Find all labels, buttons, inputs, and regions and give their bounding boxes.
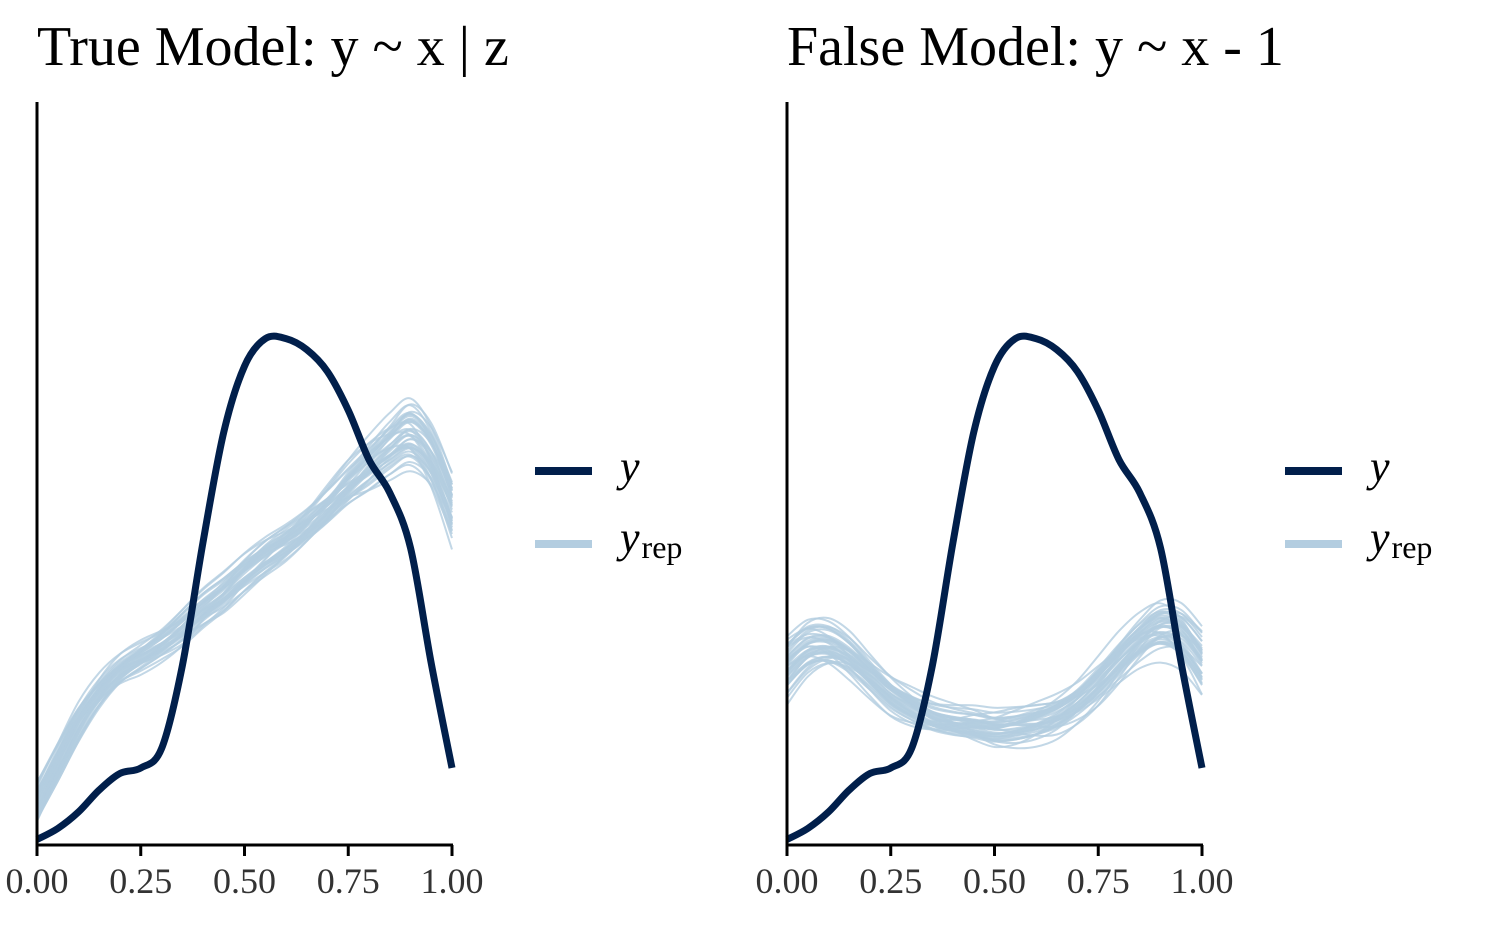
yrep-density-line (36, 438, 453, 816)
x-tick-label: 1.00 (1171, 861, 1234, 901)
yrep-density-line (36, 427, 453, 783)
yrep-density-line (36, 413, 453, 791)
yrep-density-line (36, 446, 453, 811)
y-line-group (35, 332, 456, 843)
yrep-density-line (786, 642, 1203, 741)
yrep-density-line (36, 450, 453, 807)
yrep-density-line (36, 454, 453, 816)
plot-area (35, 332, 456, 843)
legend-label-yrep: yrep (616, 513, 682, 565)
panel-true-model: True Model: y ~ x | z 0.00 0.25 0.50 0.7… (6, 16, 683, 901)
yrep-density-line (786, 621, 1203, 750)
legend-label-yrep-base: y (616, 513, 640, 562)
panel-title: True Model: y ~ x | z (37, 16, 509, 78)
legend-label-yrep-base: y (1366, 513, 1390, 562)
legend-label-yrep-sub: rep (1392, 529, 1433, 565)
yrep-density-line (36, 430, 453, 791)
legend-label-y: y (1366, 442, 1390, 491)
legend-label-y: y (616, 442, 640, 491)
yrep-lines (36, 397, 453, 822)
yrep-density-line (36, 421, 453, 784)
yrep-density-line (36, 419, 453, 795)
legend-label-yrep: yrep (1366, 513, 1432, 565)
legend: y yrep (535, 442, 682, 565)
x-ticks: 0.00 0.25 0.50 0.75 1.00 (756, 845, 1234, 901)
yrep-density-line (36, 461, 453, 820)
yrep-density-line (786, 631, 1203, 738)
yrep-density-line (36, 418, 453, 795)
yrep-density-line (36, 446, 453, 816)
panel-false-model: False Model: y ~ x - 1 0.00 0.25 0.50 0.… (756, 16, 1433, 901)
y-density-line (35, 332, 456, 843)
yrep-lines (786, 597, 1203, 750)
plot-area (785, 332, 1206, 843)
yrep-density-line (36, 455, 453, 816)
yrep-density-line (786, 597, 1203, 735)
x-tick-label: 0.50 (963, 861, 1026, 901)
yrep-density-line (36, 453, 453, 812)
yrep-density-line (786, 610, 1203, 727)
x-tick-label: 0.75 (1067, 861, 1130, 901)
yrep-density-line (36, 463, 453, 821)
legend-label-yrep-sub: rep (642, 529, 683, 565)
x-tick-label: 0.00 (6, 861, 69, 901)
yrep-density-line (36, 444, 453, 822)
yrep-density-line (36, 420, 453, 798)
x-tick-label: 0.50 (213, 861, 276, 901)
x-ticks: 0.00 0.25 0.50 0.75 1.00 (6, 845, 484, 901)
yrep-density-line (36, 446, 453, 811)
x-tick-label: 0.00 (756, 861, 819, 901)
y-density-line (785, 332, 1206, 843)
panel-title: False Model: y ~ x - 1 (787, 16, 1284, 78)
legend: y yrep (1285, 442, 1432, 565)
y-line-group (785, 332, 1206, 843)
yrep-density-line (36, 428, 453, 803)
yrep-density-line (36, 470, 453, 792)
yrep-density-line (36, 411, 453, 802)
yrep-density-line (36, 420, 453, 795)
x-tick-label: 1.00 (421, 861, 484, 901)
x-tick-label: 0.25 (859, 861, 922, 901)
x-tick-label: 0.25 (109, 861, 172, 901)
yrep-density-line (36, 417, 453, 810)
yrep-density-line (36, 412, 453, 792)
x-tick-label: 0.75 (317, 861, 380, 901)
yrep-density-line (786, 616, 1203, 732)
